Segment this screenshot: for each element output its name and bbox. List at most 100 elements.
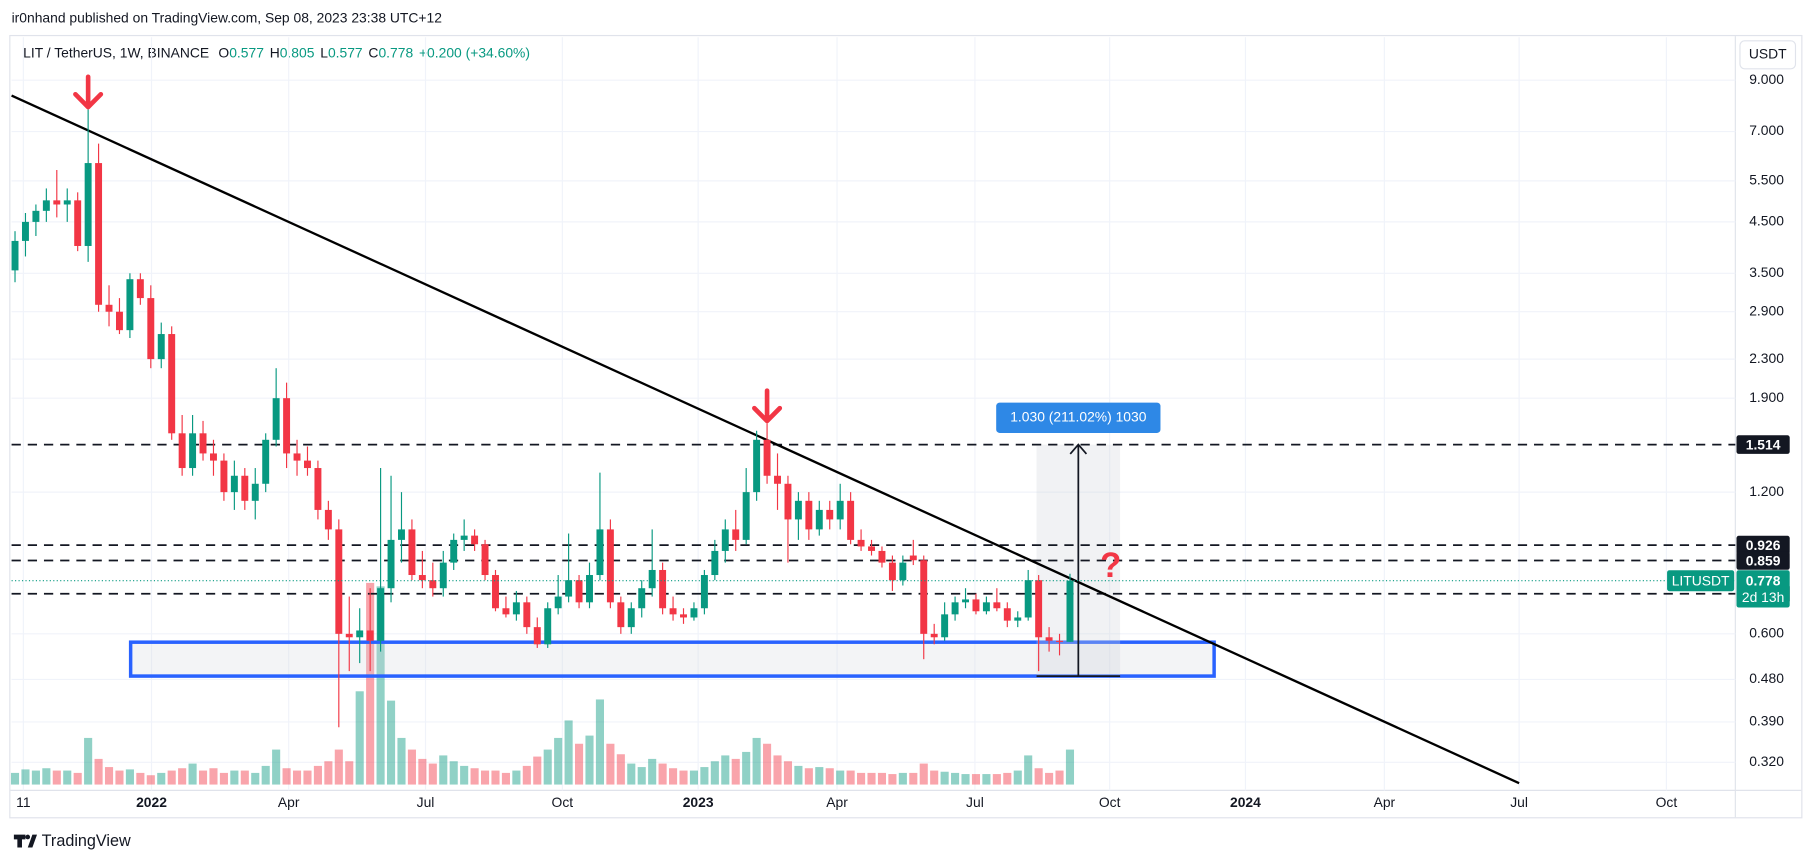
candle-body: [1035, 580, 1043, 638]
candle-body: [283, 398, 291, 454]
candle-body: [920, 560, 928, 634]
candle-body: [805, 500, 813, 530]
volume-bar: [888, 774, 897, 785]
candle-body: [293, 453, 301, 461]
volume-bar: [94, 758, 103, 785]
brand-logo: [13, 834, 38, 848]
legend-value: 0.778: [378, 44, 413, 60]
candle-body: [32, 210, 40, 222]
volume-bar: [648, 758, 657, 785]
currency-button[interactable]: [1739, 40, 1797, 70]
volume-bar: [606, 743, 615, 785]
volume-bar: [1024, 755, 1033, 785]
candle-body: [794, 500, 802, 520]
volume-bar: [1055, 770, 1064, 785]
candle-body: [951, 602, 959, 615]
measure-arrowhead: [1069, 443, 1088, 455]
volume-bar: [898, 772, 907, 785]
y-tick-label: 0.320: [1749, 753, 1784, 769]
currency[interactable]: USDT: [1749, 45, 1787, 61]
y-tick-label: 1.900: [1749, 389, 1784, 405]
legend-value: 0.805: [280, 44, 315, 60]
legend-key: O: [218, 44, 229, 60]
volume-bar: [418, 758, 427, 785]
volume-bar: [669, 768, 678, 785]
candle-body: [335, 529, 343, 634]
volume-bar: [919, 763, 928, 785]
volume-bar: [1003, 772, 1012, 785]
candle-body: [356, 630, 364, 638]
volume-bar: [585, 735, 594, 785]
volume-bar: [501, 772, 510, 785]
volume-bar: [449, 761, 458, 785]
volume-bar: [188, 763, 197, 785]
last-price-value: 0.778: [1746, 573, 1781, 589]
candle-body: [680, 614, 687, 618]
last-price-countdown: 2d 13h: [1742, 589, 1784, 605]
candle-body: [387, 539, 395, 589]
volume-bar: [198, 770, 208, 785]
volume-bar: [930, 770, 939, 785]
y-tick-label: 3.500: [1749, 264, 1784, 280]
x-tick-label: 2024: [1230, 794, 1261, 810]
volume-bar: [136, 772, 145, 785]
candle-body: [930, 633, 938, 638]
last-price-box: [1736, 570, 1790, 608]
candle-body: [418, 575, 426, 581]
level-label: 0.859: [1746, 552, 1781, 568]
candle-body: [784, 483, 792, 520]
volume-bar: [42, 768, 51, 785]
candle-body: [868, 546, 875, 551]
volume-bar: [115, 770, 124, 785]
volume-bar: [460, 765, 469, 785]
volume-bar: [63, 770, 72, 785]
candle-body: [638, 588, 646, 609]
volume-bar: [961, 774, 970, 785]
volume-bar: [439, 755, 448, 785]
volume-bar: [637, 767, 646, 785]
candle-body: [324, 509, 332, 530]
candle-body: [115, 311, 123, 331]
candle-body: [21, 221, 29, 241]
measure-label: 1.030 (211.02%) 1030: [1010, 408, 1146, 424]
volume-bar: [480, 770, 490, 785]
y-tick-label: 2.900: [1749, 302, 1784, 318]
volume-bar: [522, 765, 531, 785]
x-tick-label: Jul: [1510, 794, 1528, 810]
candle-body: [230, 475, 238, 493]
volume-bar: [846, 770, 855, 785]
candle-body: [199, 433, 207, 454]
candle-body: [523, 602, 531, 628]
volume-bar: [857, 772, 866, 785]
volume-bar: [303, 770, 312, 785]
volume-bar: [940, 771, 949, 785]
candle-body: [63, 200, 71, 205]
candle-body: [251, 483, 259, 501]
legend-value: 0.577: [328, 44, 363, 60]
volume-bar: [773, 755, 782, 785]
volume-bar: [397, 737, 406, 785]
volume-bar: [272, 749, 281, 785]
volume-bar: [575, 743, 584, 785]
candle-body: [909, 555, 917, 561]
candle-body: [429, 580, 437, 589]
volume-bar: [251, 772, 260, 785]
x-tick-label: Jul: [417, 794, 435, 810]
legend-key: C: [368, 44, 378, 60]
legend-key: L: [320, 44, 328, 60]
volume-bar: [679, 770, 688, 785]
volume-bar: [752, 737, 761, 785]
trendline: [11, 94, 1520, 785]
level-label-box: [1736, 435, 1790, 454]
candle-body: [836, 500, 844, 520]
brand: TradingView: [42, 832, 131, 850]
candle-body: [314, 468, 322, 510]
volume-bar: [658, 763, 667, 785]
volume-bar: [564, 720, 573, 785]
candle-body: [210, 453, 217, 461]
candle-body: [74, 200, 82, 246]
volume-bar: [616, 754, 625, 785]
candle-body: [481, 544, 489, 576]
volume-bar: [491, 770, 500, 785]
volume-bar: [1045, 772, 1054, 785]
